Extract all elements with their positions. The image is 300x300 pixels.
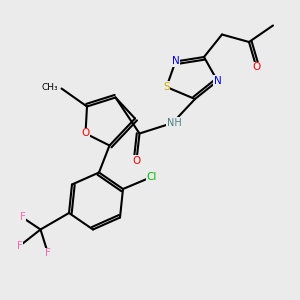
Text: S: S — [163, 82, 170, 92]
Text: F: F — [16, 241, 22, 251]
Text: N: N — [214, 76, 221, 86]
Text: Cl: Cl — [146, 172, 157, 182]
Text: F: F — [20, 212, 26, 223]
Text: NH: NH — [167, 118, 182, 128]
Text: CH₃: CH₃ — [42, 82, 58, 91]
Text: O: O — [252, 62, 261, 73]
Text: O: O — [81, 128, 90, 139]
Text: O: O — [132, 155, 141, 166]
Text: N: N — [172, 56, 179, 67]
Text: F: F — [45, 248, 51, 259]
